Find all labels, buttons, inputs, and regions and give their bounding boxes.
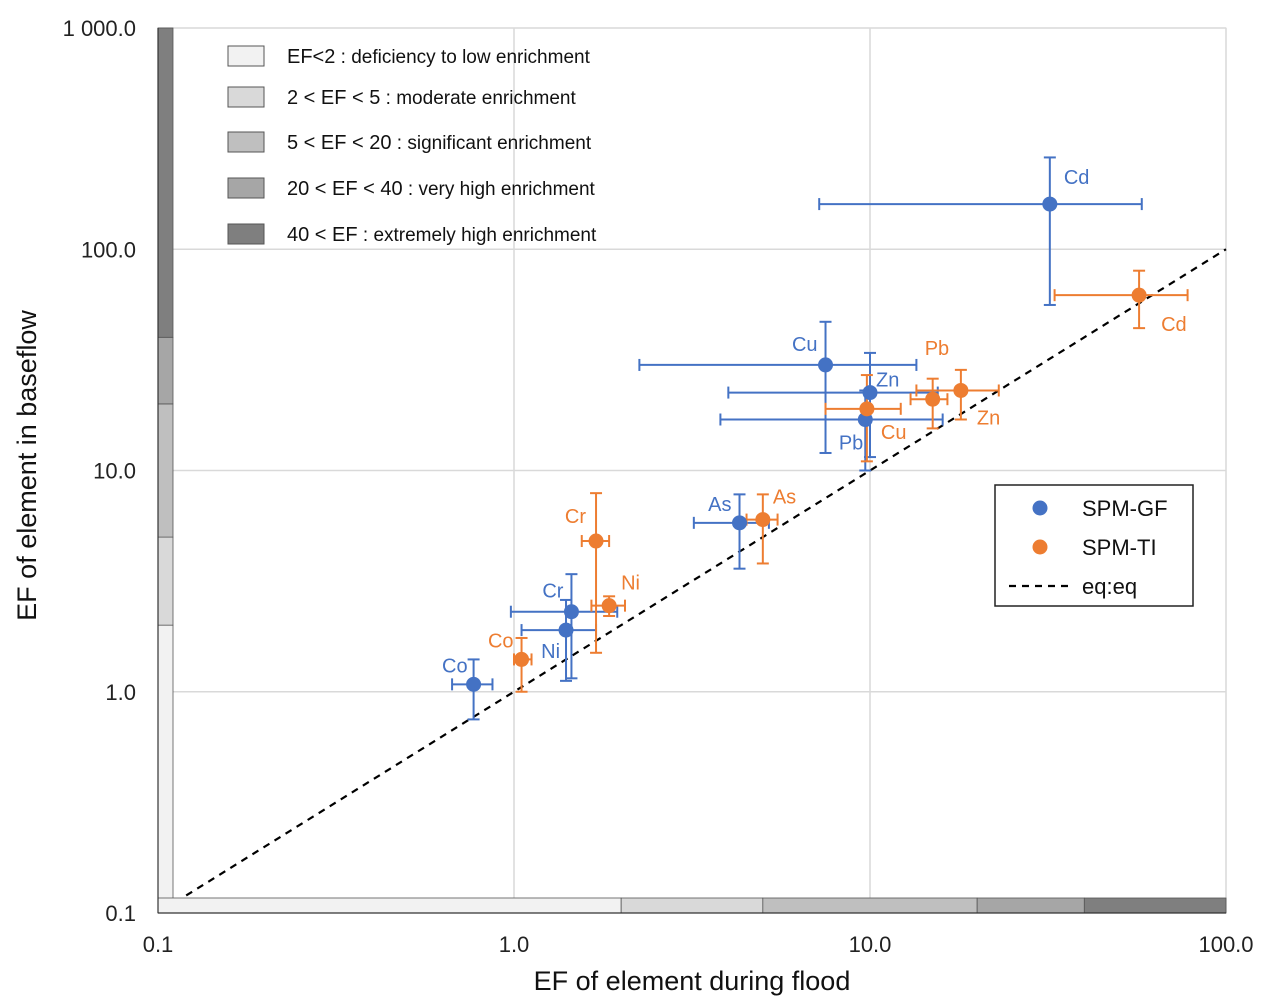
data-point-spm-gf-cd — [1042, 196, 1058, 212]
data-point-spm-ti-as — [755, 512, 771, 528]
enrichment-legend: EF<2 : deficiency to low enrichment 2 < E… — [227, 45, 597, 246]
enrichment-swatch — [227, 177, 265, 199]
x-tick-label: 100.0 — [1198, 932, 1253, 957]
point-label: As — [708, 494, 731, 516]
y-tick-label: 1 000.0 — [63, 16, 136, 41]
y-enrichment-band — [157, 624, 174, 914]
point-label: Ni — [621, 573, 640, 595]
point-label: Co — [488, 630, 514, 652]
data-point-spm-gf-cr — [563, 604, 579, 620]
legend-label: SPM-GF — [1082, 496, 1168, 521]
point-label: Co — [442, 655, 468, 677]
y-tick-label: 10.0 — [93, 459, 136, 484]
point-label: Zn — [876, 370, 899, 392]
y-tick-label: 0.1 — [105, 901, 136, 926]
x-tick-label: 1.0 — [499, 932, 530, 957]
enrichment-swatch — [227, 223, 265, 245]
y-tick-label: 1.0 — [105, 680, 136, 705]
y-tick-label: 100.0 — [81, 237, 136, 262]
legend-label: eq:eq — [1082, 574, 1137, 599]
legend-label: SPM-TI — [1082, 535, 1157, 560]
data-point-spm-gf-ni — [558, 622, 574, 638]
data-point-spm-ti-ni — [601, 598, 617, 614]
data-point-spm-ti-co — [514, 651, 530, 667]
data-point-spm-ti-pb — [925, 391, 941, 407]
point-label: Ni — [541, 641, 560, 663]
series-legend: SPM-GF SPM-TI eq:eq — [994, 484, 1194, 607]
x-tick-label: 0.1 — [143, 932, 174, 957]
point-label: Cu — [881, 422, 907, 444]
y-enrichment-band — [157, 536, 174, 626]
y-enrichment-band — [157, 27, 174, 338]
x-enrichment-band — [762, 897, 978, 914]
y-enrichment-band — [157, 336, 174, 405]
point-label: As — [773, 487, 796, 509]
data-points: Cd Cu Zn Pb As Cr Ni Co Cd Pb Zn Cu As Cr Ni Co — [442, 167, 1187, 692]
enrichment-swatch — [227, 86, 265, 108]
x-tick-label: 10.0 — [849, 932, 892, 957]
enrichment-label: 5 < EF < 20 : significant enrichment — [287, 132, 592, 154]
x-enrichment-band — [976, 897, 1085, 914]
point-label: Cu — [792, 334, 818, 356]
enrichment-label: 40 < EF : extremely high enrichment — [287, 224, 597, 246]
data-point-spm-gf-co — [466, 676, 482, 692]
data-point-spm-gf-zn — [862, 385, 878, 401]
y-enrichment-band — [157, 403, 174, 538]
enrichment-bands — [157, 27, 1227, 914]
data-point-spm-ti-zn — [953, 382, 969, 398]
data-point-spm-ti-cd — [1131, 287, 1147, 303]
grid — [158, 27, 1227, 913]
data-point-spm-ti-cr — [588, 533, 604, 549]
point-label: Cr — [565, 506, 586, 528]
eq-line — [185, 248, 1227, 897]
enrichment-label: EF<2 : deficiency to low enrichment — [287, 46, 591, 68]
legend-marker — [1032, 539, 1048, 555]
x-axis-title: EF of element during flood — [534, 966, 851, 996]
enrichment-swatch — [227, 131, 265, 153]
x-enrichment-band — [1083, 897, 1227, 914]
data-point-spm-ti-cu — [859, 401, 875, 417]
axes: 0.1 1.0 10.0 100.0 0.1 1.0 10.0 100.0 1 000.0 EF … — [12, 16, 1254, 996]
point-label: Cd — [1064, 167, 1090, 189]
reference-line — [185, 248, 1227, 897]
enrichment-swatch — [227, 45, 265, 67]
legend-marker — [1032, 500, 1048, 516]
point-label: Cd — [1161, 314, 1187, 336]
point-label: Cr — [542, 581, 563, 603]
point-label: Pb — [925, 338, 949, 360]
data-point-spm-gf-as — [732, 515, 748, 531]
x-enrichment-band — [157, 897, 622, 914]
point-label: Zn — [977, 407, 1000, 429]
enrichment-label: 2 < EF < 5 : moderate enrichment — [287, 87, 576, 109]
y-axis-title: EF of element in baseflow — [12, 310, 42, 621]
point-label: Pb — [839, 433, 863, 455]
enrichment-label: 20 < EF < 40 : very high enrichment — [287, 178, 596, 200]
data-point-spm-gf-cu — [818, 357, 834, 373]
x-enrichment-band — [620, 897, 764, 914]
